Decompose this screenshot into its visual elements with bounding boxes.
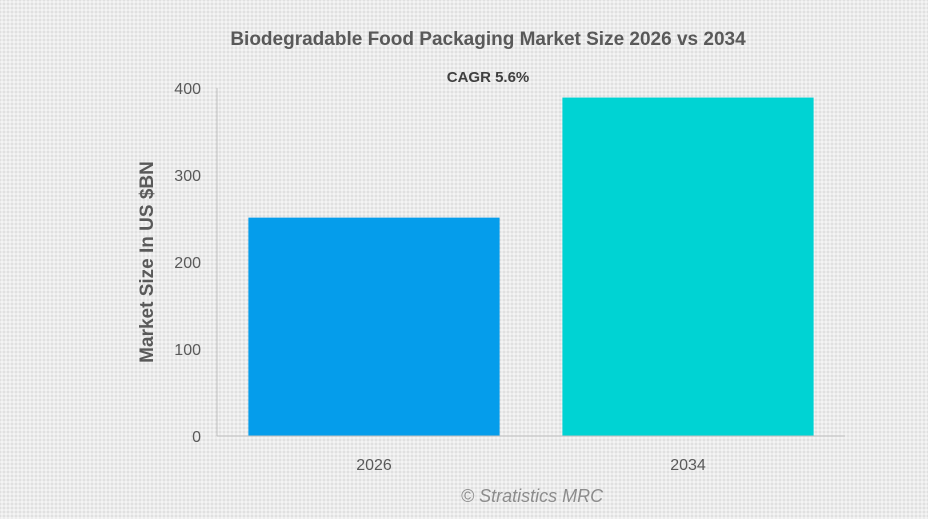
y-axis-ticks: 0 100 200 300 400 bbox=[174, 81, 201, 446]
y-tick-label: 400 bbox=[174, 81, 201, 98]
x-axis-ticks: 2026 2034 bbox=[356, 457, 706, 474]
y-tick-label: 300 bbox=[174, 168, 201, 185]
bars bbox=[248, 97, 814, 436]
y-tick-label: 100 bbox=[174, 342, 201, 359]
y-axis-label: Market Size In US $BN bbox=[137, 161, 158, 363]
x-tick-label: 2026 bbox=[356, 457, 392, 474]
bar-2026 bbox=[248, 217, 500, 436]
x-tick-label: 2034 bbox=[670, 457, 706, 474]
cagr-annotation: CAGR 5.6% bbox=[447, 69, 530, 86]
bar-2034 bbox=[562, 97, 814, 436]
chart-title: Biodegradable Food Packaging Market Size… bbox=[230, 29, 746, 50]
y-tick-label: 200 bbox=[174, 255, 201, 272]
y-tick-label: 0 bbox=[192, 429, 201, 446]
watermark: © Stratistics MRC bbox=[461, 486, 604, 506]
